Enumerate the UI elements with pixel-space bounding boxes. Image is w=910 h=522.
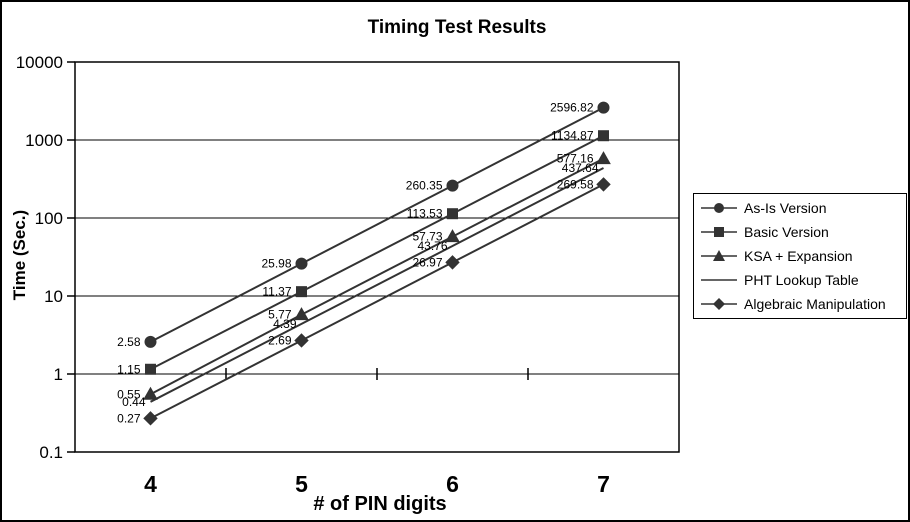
data-label-pht-lookup-table: 43.76	[417, 239, 447, 253]
square-marker-basic-version	[296, 286, 307, 298]
data-label-ksa-expansion: 577.16	[557, 152, 594, 166]
square-marker-basic-version	[447, 208, 458, 220]
triangle-legend-key-icon	[701, 250, 737, 261]
legend: As-Is Version Basic Version KSA + Expansio…	[693, 193, 907, 319]
diamond-marker-algebraic-manipulation	[294, 333, 309, 348]
y-tick-label: 0.1	[39, 443, 63, 462]
line-legend-key-icon	[701, 279, 737, 281]
data-label-basic-version: 11.37	[262, 285, 291, 299]
data-label-basic-version: 113.53	[407, 207, 443, 221]
data-label-as-is-version: 25.98	[261, 257, 291, 271]
square-marker-basic-version	[598, 130, 609, 142]
circle-marker-as-is-version	[446, 179, 459, 192]
data-label-as-is-version: 2596.82	[550, 101, 594, 115]
x-axis-title: # of PIN digits	[313, 493, 447, 515]
square-legend-key-icon	[701, 227, 737, 237]
x-tick-label: 4	[144, 471, 157, 497]
x-tick-label: 5	[295, 471, 308, 497]
y-tick-label: 100	[35, 209, 63, 228]
plot-border	[74, 61, 680, 453]
legend-item-label: Algebraic Manipulation	[744, 296, 886, 312]
data-label-basic-version: 1134.87	[551, 129, 594, 143]
circle-marker-as-is-version	[295, 257, 308, 270]
y-tick-label: 1	[54, 365, 63, 384]
diamond-marker-algebraic-manipulation	[596, 177, 611, 192]
data-label-algebraic-manipulation: 26.97	[412, 255, 442, 269]
series-line-basic-version	[150, 134, 604, 371]
square-marker-basic-version	[145, 363, 156, 375]
series-line-ksa-expansion	[150, 157, 604, 396]
legend-item-label: Basic Version	[744, 224, 829, 240]
data-label-basic-version: 1.15	[117, 362, 141, 376]
series-line-algebraic-manipulation	[150, 183, 604, 420]
triangle-marker-ksa-expansion	[143, 386, 158, 400]
triangle-marker-ksa-expansion	[445, 229, 460, 243]
data-label-ksa-expansion: 5.77	[268, 308, 292, 322]
data-label-ksa-expansion: 57.73	[412, 230, 442, 244]
data-label-as-is-version: 260.35	[406, 179, 443, 193]
data-label-pht-lookup-table: 0.44	[122, 395, 146, 409]
circle-marker-as-is-version	[597, 101, 610, 114]
data-label-pht-lookup-table: 4.39	[273, 317, 297, 331]
x-tick-label: 7	[597, 471, 610, 497]
series-line-as-is-version	[150, 106, 604, 343]
plot-background	[75, 62, 679, 452]
data-label-as-is-version: 2.58	[117, 335, 141, 349]
x-tick-label: 6	[446, 471, 459, 497]
legend-item-basic-version: Basic Version	[700, 224, 906, 240]
diamond-marker-algebraic-manipulation	[445, 255, 460, 270]
y-tick-label: 10	[44, 287, 63, 306]
y-tick-label: 1000	[25, 131, 63, 150]
legend-item-label: PHT Lookup Table	[744, 272, 859, 288]
triangle-marker-ksa-expansion	[596, 151, 611, 165]
data-label-algebraic-manipulation: 2.69	[268, 333, 292, 347]
data-label-ksa-expansion: 0.55	[117, 387, 141, 401]
legend-item-label: As-Is Version	[744, 200, 827, 216]
series-line-pht-lookup-table	[150, 167, 604, 403]
legend-item-label: KSA + Expansion	[744, 248, 853, 264]
circle-marker-as-is-version	[144, 335, 157, 348]
data-label-algebraic-manipulation: 269.58	[557, 177, 594, 191]
legend-item-pht-lookup-table: PHT Lookup Table	[700, 272, 906, 288]
legend-item-ksa-expansion: KSA + Expansion	[700, 248, 906, 264]
legend-item-algebraic-manipulation: Algebraic Manipulation	[700, 296, 906, 312]
triangle-marker-ksa-expansion	[294, 307, 309, 321]
legend-item-as-is-version: As-Is Version	[700, 200, 906, 216]
y-tick-label: 10000	[16, 53, 63, 72]
diamond-legend-key-icon	[701, 298, 737, 310]
data-label-pht-lookup-table: 437.64	[562, 161, 599, 175]
chart-title: Timing Test Results	[367, 17, 547, 38]
data-label-algebraic-manipulation: 0.27	[117, 411, 141, 425]
circle-legend-key-icon	[701, 203, 737, 213]
diamond-marker-algebraic-manipulation	[143, 411, 158, 426]
